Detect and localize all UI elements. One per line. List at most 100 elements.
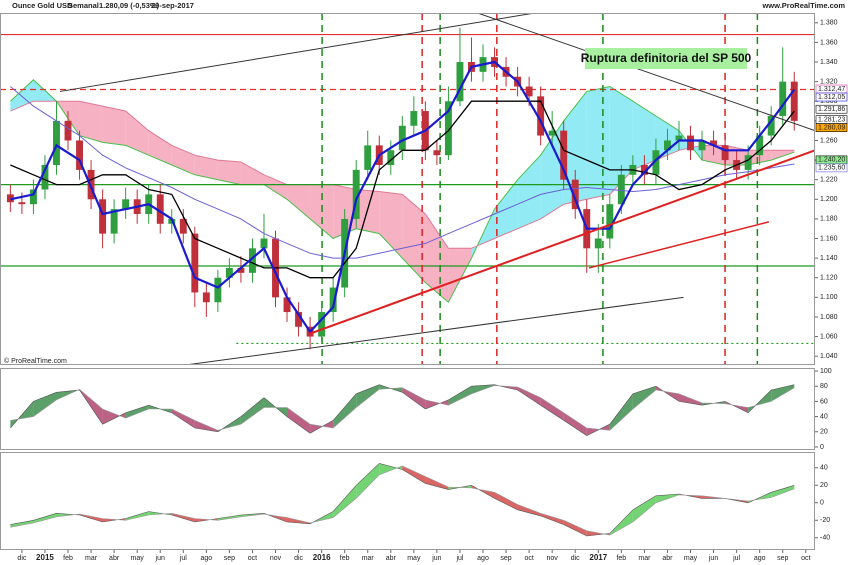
- y-tick-label: 1.140: [820, 255, 838, 262]
- candle-body: [756, 135, 764, 156]
- y-tick-label: 20: [820, 482, 828, 489]
- cloud-segment: [632, 101, 656, 170]
- y-tick-label: 1.060: [820, 333, 838, 340]
- y-tick-label: 1.040: [820, 353, 838, 360]
- candle-body: [779, 81, 787, 116]
- candle-body: [364, 145, 372, 170]
- panel: [10, 384, 795, 436]
- y-tick-label: 1.360: [820, 39, 838, 46]
- candle-body: [687, 135, 694, 151]
- x-tick-label: feb: [63, 555, 73, 562]
- cloud-segment: [609, 86, 633, 195]
- trend-line: [588, 221, 770, 269]
- candle-body: [329, 287, 337, 313]
- panel-frame: [0, 452, 815, 550]
- y-tick-label: 1.380: [820, 20, 838, 27]
- oscillator-fill: [333, 393, 357, 428]
- candle-body: [237, 267, 245, 273]
- x-tick-label: jul: [455, 555, 463, 562]
- cloud-segment: [102, 106, 126, 146]
- candle-body: [76, 140, 83, 170]
- cloud-segment: [148, 130, 172, 165]
- panel: [0, 13, 815, 365]
- y-tick-label: -20: [820, 517, 830, 524]
- candle-body: [283, 297, 291, 313]
- last-price: 1.280,09 (-0,53%): [99, 1, 160, 10]
- y-tick-label: 100: [820, 368, 832, 375]
- x-tick-label: nov: [547, 555, 559, 562]
- y-tick-label: 1.340: [820, 59, 838, 66]
- panel-frame: [0, 368, 815, 450]
- candle-body: [122, 199, 130, 210]
- candle-body: [710, 140, 718, 146]
- x-tick-label: jun: [431, 555, 441, 562]
- cloud-segment: [586, 86, 610, 200]
- cloud-segment: [194, 155, 218, 180]
- x-tick-label: dic: [17, 555, 26, 562]
- cloud-span-b: [10, 100, 795, 249]
- x-tick-label: 2017: [589, 553, 607, 562]
- x-tick-label: jun: [155, 555, 165, 562]
- oscillator-fill: [563, 520, 587, 536]
- candle-body: [698, 140, 706, 151]
- candle-body: [248, 248, 256, 273]
- candle-body: [652, 150, 660, 175]
- x-tick-label: feb: [616, 555, 626, 562]
- cloud-segment: [425, 214, 449, 303]
- date: 29-sep-2017: [151, 1, 194, 10]
- cloud-segment: [125, 111, 149, 156]
- x-tick-label: dic: [571, 555, 580, 562]
- y-tick-label: 60: [820, 398, 828, 405]
- candle-body: [202, 292, 210, 303]
- oscillator-fill: [540, 513, 564, 525]
- y-tick-label: 1.120: [820, 275, 838, 282]
- x-tick-label: feb: [340, 555, 350, 562]
- candle-body: [41, 164, 49, 190]
- candle-body: [387, 150, 395, 165]
- x-tick-label: 2015: [36, 553, 54, 562]
- candle-body: [444, 101, 452, 156]
- candle-body: [594, 238, 602, 249]
- trend-line: [476, 13, 815, 132]
- x-tick-label: nov: [270, 555, 282, 562]
- x-tick-label: abr: [109, 555, 120, 562]
- x-tick-label: mar: [362, 555, 375, 562]
- oscillator-fill: [425, 399, 449, 409]
- price-label-box: [815, 92, 848, 102]
- y-tick-label: 1.080: [820, 314, 838, 321]
- candle-body: [606, 204, 614, 239]
- candle-body: [110, 209, 118, 234]
- oscillator-fill: [632, 495, 656, 522]
- oscillator-fill: [402, 387, 426, 409]
- oscillator-fill: [402, 466, 426, 484]
- x-tick-label: dic: [294, 555, 303, 562]
- trend-line: [59, 13, 538, 92]
- oscillator-fill: [125, 511, 149, 521]
- candle-body: [179, 218, 187, 234]
- cloud-span-a: [10, 79, 795, 303]
- annotation-box: [585, 48, 747, 69]
- price-label: 1.280,09: [818, 124, 845, 131]
- oscillator-fill: [194, 518, 218, 522]
- cloud-segment: [402, 194, 426, 283]
- candle-body: [318, 312, 326, 337]
- y-tick-label: 1.100: [820, 294, 838, 301]
- candle-body: [53, 120, 60, 165]
- candle-body: [352, 169, 360, 219]
- x-tick-label: mar: [638, 555, 651, 562]
- candle-body: [29, 189, 37, 205]
- y-tick-label: 1.220: [820, 177, 838, 184]
- oscillator-fill: [609, 393, 633, 431]
- price-label: 1.281,23: [818, 116, 845, 123]
- x-tick-label: mar: [85, 555, 98, 562]
- x-tick-label: ago: [477, 555, 489, 562]
- oscillator-fill: [356, 463, 380, 499]
- x-tick-label: sep: [224, 555, 235, 562]
- candle-body: [410, 111, 418, 126]
- candle-body: [744, 155, 752, 170]
- indicator-line: [10, 100, 795, 279]
- oscillator-fill: [563, 412, 587, 436]
- instrument: Ounce Gold USD: [12, 1, 73, 10]
